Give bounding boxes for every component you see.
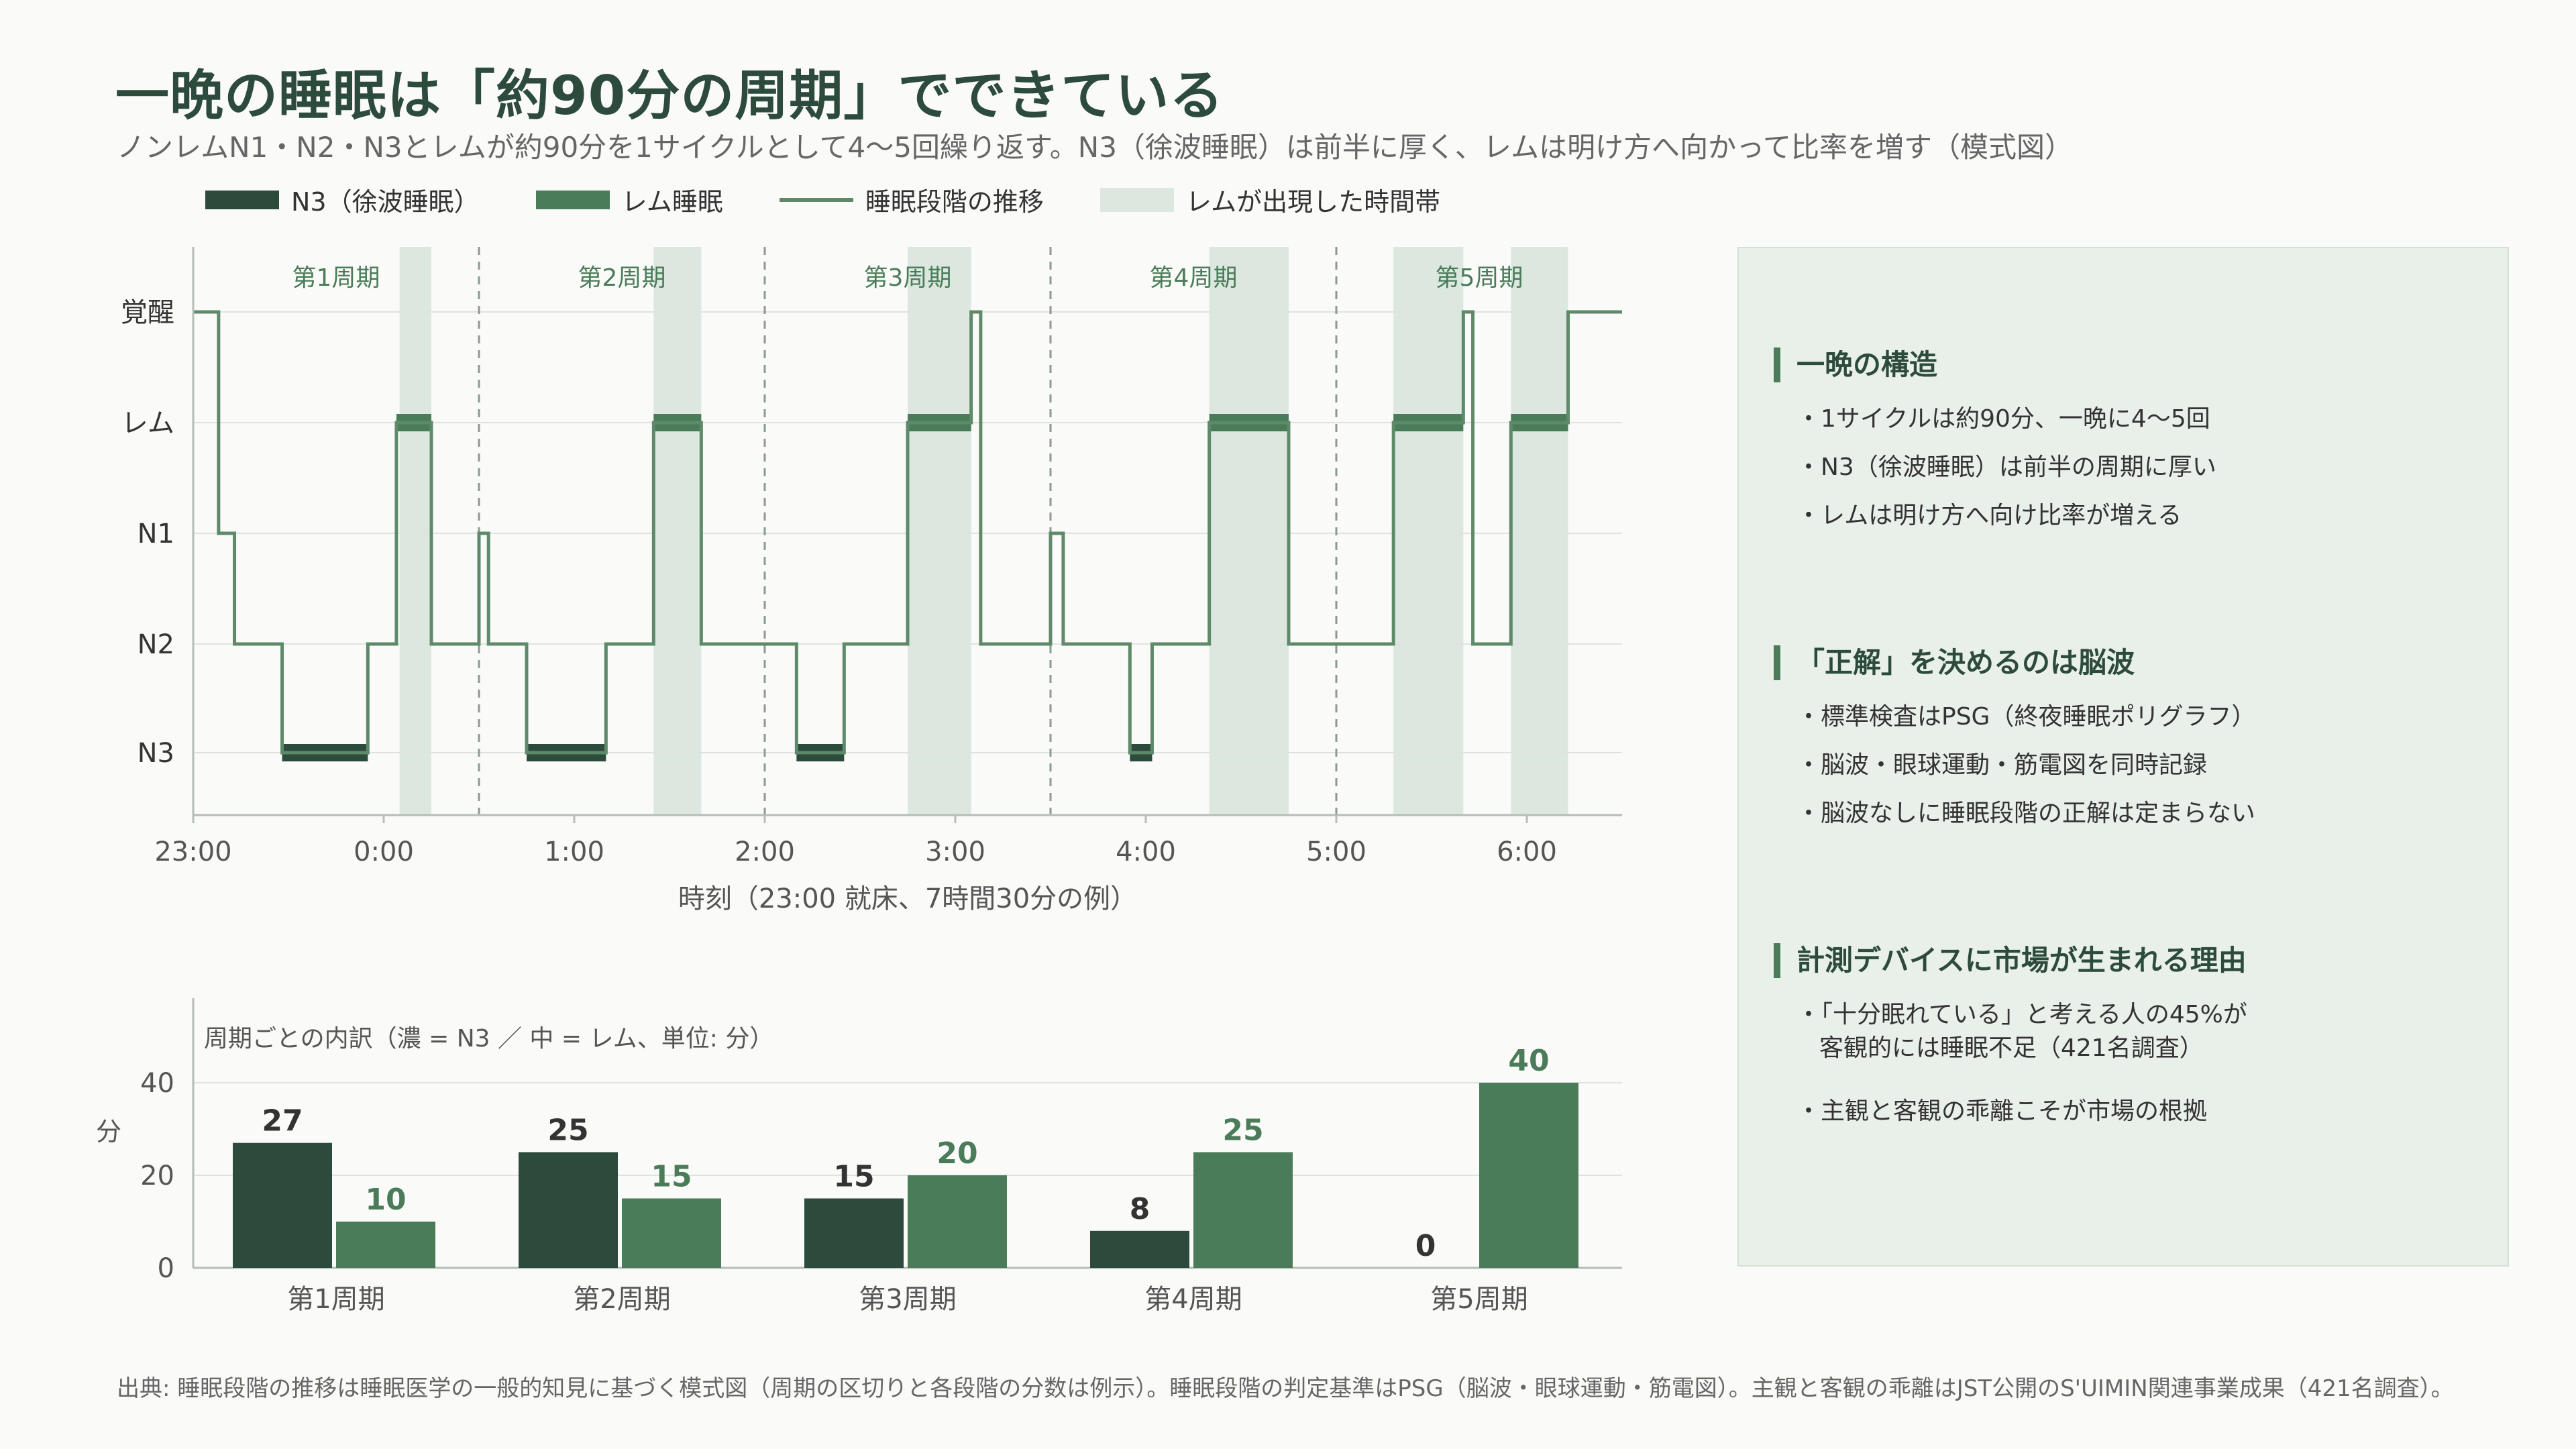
rem-band <box>1393 247 1464 815</box>
x-tick-label: 6:00 <box>1497 837 1557 867</box>
x-tick-label: 第2周期 <box>573 1284 670 1315</box>
data-label: 25 <box>1222 1114 1263 1148</box>
data-label: 0 <box>1415 1229 1436 1263</box>
rem-band <box>908 247 971 815</box>
cycle-label: 第2周期 <box>578 264 666 292</box>
legend-item-n3: N3（徐波睡眠） <box>205 181 480 218</box>
list-item: ・脳波・眼球運動・筋電図を同時記録 <box>1796 751 2208 779</box>
legend-label-n3: N3（徐波睡眠） <box>291 187 480 217</box>
y-tick-label: N2 <box>138 629 174 660</box>
rem-band <box>1511 247 1568 815</box>
cycle-label: 第1周期 <box>292 264 380 292</box>
legend-item-band: レムが出現した時間帯 <box>1099 181 1441 218</box>
rem-band <box>1209 247 1289 815</box>
x-tick-label: 5:00 <box>1306 837 1366 867</box>
page-title: 一晩の睡眠は「約90分の周期」でできている <box>115 64 1224 127</box>
panel-section-structure: 一晩の構造 ・1サイクルは約90分、一晩に4〜5回 ・N3（徐波睡眠）は前半の周… <box>1774 347 2485 547</box>
list-item: ・N3（徐波睡眠）は前半の周期に厚い <box>1796 453 2216 481</box>
rem-band <box>399 247 431 815</box>
y-tick-label: N3 <box>138 738 174 769</box>
x-tick-label: 第5周期 <box>1430 1284 1527 1315</box>
cycle-breakdown-bar-chart: 0 20 40 分 周期ごとの内訳（濃 = N3 ／ 中 = レム、単位: 分） 27 10… <box>96 998 1622 1315</box>
list-item: ・標準検査はPSG（終夜睡眠ポリグラフ） <box>1796 703 2256 731</box>
section-list-eeg: ・標準検査はPSG（終夜睡眠ポリグラフ） ・脳波・眼球運動・筋電図を同時記録 ・… <box>1774 700 2485 830</box>
legend-swatch-rem <box>535 190 610 209</box>
bar-rem <box>1479 1083 1578 1268</box>
legend-label-band: レムが出現した時間帯 <box>1185 187 1441 217</box>
legend-label-line: 睡眠段階の推移 <box>865 187 1044 217</box>
y-tick-label: 覚醒 <box>121 297 174 328</box>
panel-section-eeg: 「正解」を決めるのは脳波 ・標準検査はPSG（終夜睡眠ポリグラフ） ・脳波・眼球… <box>1774 645 2485 845</box>
legend-item-rem: レム睡眠 <box>535 181 723 218</box>
x-tick-label: 第4周期 <box>1144 1284 1242 1315</box>
section-list-market: ・「十分眠れている」と考える人の45%が 客観的には睡眠不足（421名調査） ・… <box>1774 998 2485 1128</box>
rem-band <box>653 247 702 815</box>
x-tick-label: 1:00 <box>544 837 604 867</box>
data-label: 8 <box>1130 1192 1150 1226</box>
page-subtitle: ノンレムN1・N2・N3とレムが約90分を1サイクルとして4〜5回繰り返す。N3… <box>117 131 2073 164</box>
chart-legend: N3（徐波睡眠） レム睡眠 睡眠段階の推移 レムが出現した時間帯 <box>205 181 1440 218</box>
legend-swatch-band <box>1099 187 1174 212</box>
data-label: 27 <box>262 1104 303 1138</box>
legend-swatch-n3 <box>205 190 279 209</box>
data-label: 15 <box>651 1160 692 1194</box>
y-tick-label: 0 <box>158 1253 174 1284</box>
data-label: 15 <box>833 1160 874 1194</box>
legend-label-rem: レム睡眠 <box>621 187 723 217</box>
cycle-label: 第5周期 <box>1436 264 1523 292</box>
legend-item-line: 睡眠段階の推移 <box>779 181 1044 218</box>
source-note: 出典: 睡眠段階の推移は睡眠医学の一般的知見に基づく模式図（周期の区切りと各段階… <box>117 1375 2454 1402</box>
x-tick-label: 第1周期 <box>287 1284 384 1315</box>
y-tick-label: 20 <box>140 1161 174 1191</box>
bar-rem <box>622 1198 721 1268</box>
cycle-label: 第4周期 <box>1150 264 1238 292</box>
cycle-label: 第3周期 <box>864 264 952 292</box>
x-tick-label: 0:00 <box>354 837 414 867</box>
x-tick-label: 2:00 <box>735 837 795 867</box>
bar-rem <box>336 1222 435 1268</box>
section-heading-market: 計測デバイスに市場が生まれる理由 <box>1774 943 2485 978</box>
y-tick-label: レム <box>121 408 174 439</box>
y-tick-label: N1 <box>138 519 174 549</box>
insight-panel: 一晩の構造 ・1サイクルは約90分、一晩に4〜5回 ・N3（徐波睡眠）は前半の周… <box>1737 247 2509 1267</box>
list-item: ・レムは明け方へ向け比率が増える <box>1796 502 2182 529</box>
bar-n3 <box>233 1142 332 1268</box>
data-label: 10 <box>365 1183 406 1217</box>
data-label: 25 <box>547 1114 588 1148</box>
x-tick-label: 23:00 <box>154 837 231 867</box>
bar-n3 <box>804 1198 904 1268</box>
bar-rem <box>1193 1152 1293 1268</box>
section-list-structure: ・1サイクルは約90分、一晩に4〜5回 ・N3（徐波睡眠）は前半の周期に厚い ・… <box>1774 402 2485 533</box>
data-label: 20 <box>936 1136 977 1171</box>
bar-n3 <box>1090 1230 1189 1268</box>
y-tick-label: 40 <box>140 1068 174 1099</box>
x-tick-label: 第3周期 <box>859 1284 956 1315</box>
section-heading-structure: 一晩の構造 <box>1774 347 2485 382</box>
x-tick-label: 3:00 <box>925 837 985 867</box>
list-item: ・脳波なしに睡眠段階の正解は定まらない <box>1796 800 2256 827</box>
bar-rem <box>908 1175 1007 1268</box>
y-axis-label: 分 <box>96 1117 121 1146</box>
bar-chart-title: 周期ごとの内訳（濃 = N3 ／ 中 = レム、単位: 分） <box>204 1025 773 1053</box>
panel-section-market: 計測デバイスに市場が生まれる理由 ・「十分眠れている」と考える人の45%が 客観… <box>1774 943 2485 1143</box>
x-tick-label: 4:00 <box>1116 837 1176 867</box>
data-label: 40 <box>1508 1044 1549 1078</box>
legend-swatch-line <box>779 197 853 202</box>
sleep-stage-line <box>193 310 1622 755</box>
hypnogram-chart: N3 N2 N1 レム 覚醒 第1周期 第2周期 第3周期 第4周期 第5周期 23:00 0:00 1… <box>121 247 1622 914</box>
list-item: ・「十分眠れている」と考える人の45%が 客観的には睡眠不足（421名調査） <box>1796 1001 2247 1062</box>
bar-n3 <box>519 1152 618 1268</box>
section-heading-eeg: 「正解」を決めるのは脳波 <box>1774 645 2485 680</box>
x-axis-label: 時刻（23:00 就床、7時間30分の例） <box>678 883 1137 914</box>
list-item: ・1サイクルは約90分、一晩に4〜5回 <box>1796 405 2210 433</box>
list-item: ・主観と客観の乖離こそが市場の根拠 <box>1796 1097 2208 1125</box>
